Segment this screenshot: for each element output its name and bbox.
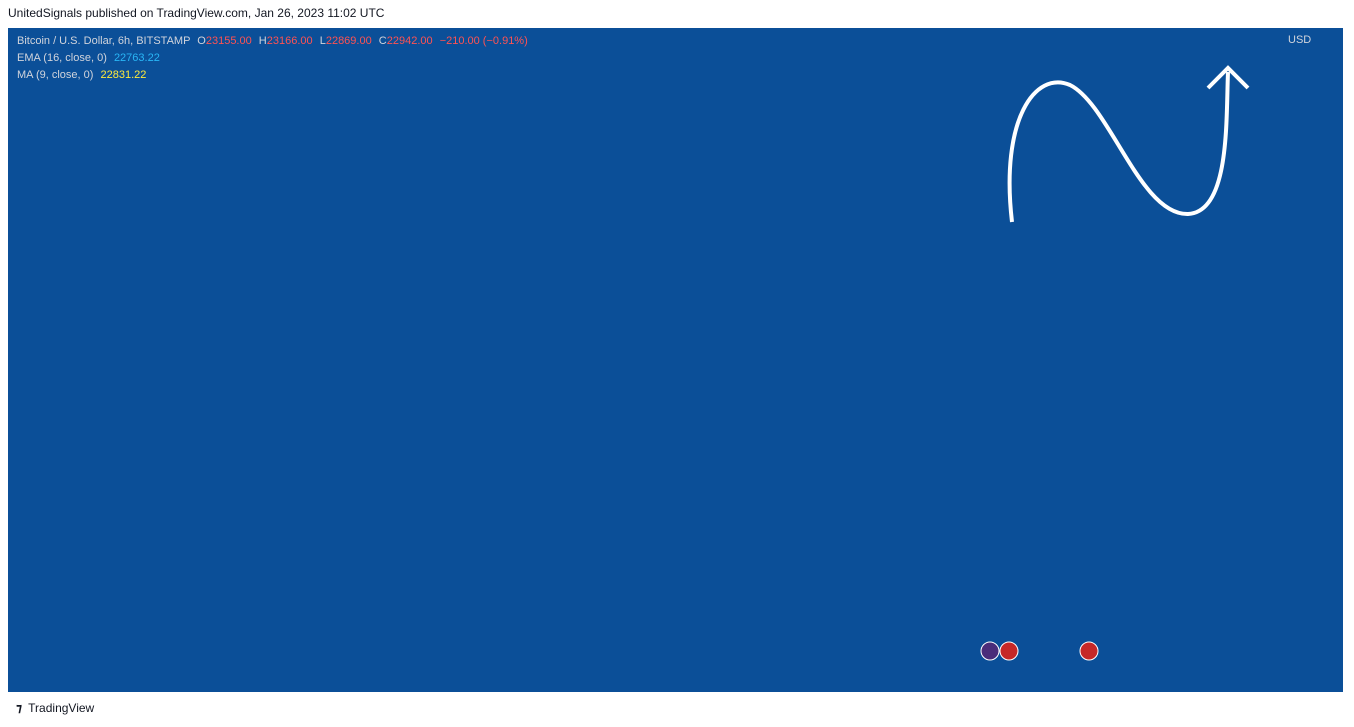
ohlc-key: C [379,35,387,47]
symbol-legend: Bitcoin / U.S. Dollar, 6h, BITSTAMP O231… [17,35,528,47]
forecast-arrow [1007,71,1230,223]
ema-legend: EMA (16, close, 0) 22763.22 [17,52,160,64]
ma-name: MA (9, close, 0) [17,69,93,81]
currency: USD [1288,34,1311,46]
ema-value: 22763.22 [114,52,160,64]
footer-brand: ⁊ TradingView [16,701,95,715]
ohlc-key: H [259,35,267,47]
ohlc-key: L [320,35,326,47]
ema-name: EMA (16, close, 0) [17,52,107,64]
logo: ⁊ [16,701,22,715]
arrow-head [1206,65,1250,90]
ma-value: 22831.22 [100,69,146,81]
flag-icon[interactable] [1079,641,1099,661]
ohlc-value: 23166.00 [267,35,313,47]
symbol: Bitcoin / U.S. Dollar, 6h, BITSTAMP [17,35,190,47]
publisher-line: UnitedSignals published on TradingView.c… [8,6,385,20]
ohlc-key: O [197,35,206,47]
change: −210.00 (−0.91%) [440,35,528,47]
ma-legend: MA (9, close, 0) 22831.22 [17,69,146,81]
chart-background [8,28,1343,692]
flag-icon[interactable] [999,641,1019,661]
ohlc-value: 22869.00 [326,35,372,47]
ohlc-value: 22942.00 [387,35,433,47]
brand: TradingView [28,701,94,715]
decoration-layer [980,65,1250,661]
event-icon[interactable] [980,641,1000,661]
ohlc-value: 23155.00 [206,35,252,47]
